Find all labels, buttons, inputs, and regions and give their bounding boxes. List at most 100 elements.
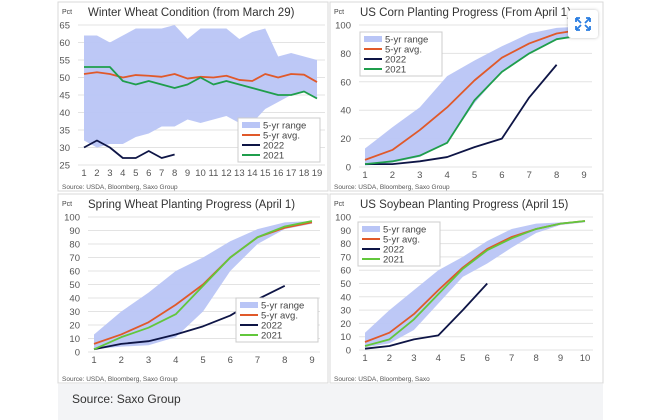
y-tick-label: 0 — [346, 163, 351, 174]
x-tick-label: 5 — [133, 168, 138, 179]
chart-4: 0 10 20 30 40 50 60 70 80 90 100 1 2 3 4 5 6 7 8 9 10 Pct US S… — [329, 193, 604, 384]
y-axis-label: Pct — [62, 201, 72, 208]
legend-label: 2022 — [385, 55, 406, 66]
x-tick-label: 4 — [436, 353, 441, 364]
legend-label: 2021 — [261, 331, 282, 342]
y-tick-label: 30 — [69, 307, 80, 318]
expand-button[interactable] — [568, 10, 598, 38]
x-tick-label: 16 — [273, 168, 284, 179]
x-tick-label: 10 — [195, 168, 206, 179]
x-tick-label: 1 — [81, 168, 86, 179]
y-tick-label: 40 — [340, 106, 351, 117]
x-tick-label: 12 — [221, 168, 232, 179]
figure-caption: Source: Saxo Group — [72, 392, 181, 406]
series-line-2021 — [364, 220, 586, 347]
y-tick-label: 35 — [59, 126, 70, 137]
chart-title: Winter Wheat Condition (from March 29) — [88, 7, 295, 19]
y-tick-label: 50 — [69, 280, 80, 291]
x-tick-label: 2 — [390, 170, 395, 181]
x-tick-label: 7 — [159, 168, 164, 179]
series-line-2021 — [93, 220, 313, 351]
y-axis-label: Pct — [62, 9, 72, 16]
y-tick-label: 30 — [340, 306, 351, 317]
x-tick-label: 18 — [299, 168, 310, 179]
x-tick-label: 5 — [460, 353, 465, 364]
y-tick-label: 70 — [340, 252, 351, 263]
x-tick-label: 9 — [309, 355, 314, 366]
x-tick-label: 1 — [91, 355, 96, 366]
legend-label: 5-yr avg. — [385, 45, 422, 56]
legend-label: 2021 — [263, 151, 284, 162]
x-tick-label: 3 — [417, 170, 422, 181]
legend-swatch-range — [240, 302, 258, 308]
x-tick-label: 6 — [485, 353, 490, 364]
legend-swatch-range — [362, 226, 380, 232]
x-tick-label: 4 — [173, 355, 178, 366]
y-tick-label: 40 — [69, 294, 80, 305]
y-tick-label: 55 — [59, 56, 70, 67]
x-tick-label: 7 — [527, 170, 532, 181]
y-tick-label: 60 — [69, 267, 80, 278]
y-tick-label: 60 — [340, 77, 351, 88]
x-tick-label: 9 — [185, 168, 190, 179]
y-tick-label: 0 — [75, 348, 80, 359]
x-tick-label: 17 — [286, 168, 297, 179]
x-tick-label: 2 — [119, 355, 124, 366]
legend-label: 2022 — [263, 141, 284, 152]
x-tick-label: 5 — [472, 170, 477, 181]
legend-label: 5-yr avg. — [383, 235, 420, 246]
legend-label: 2021 — [383, 255, 404, 266]
chart-source: Source: USDA, Bloomberg, Saxo Group — [334, 184, 450, 191]
x-tick-label: 7 — [255, 355, 260, 366]
x-tick-label: 3 — [146, 355, 151, 366]
legend-label: 5-yr range — [261, 301, 304, 312]
y-tick-label: 80 — [340, 239, 351, 250]
x-tick-label: 8 — [533, 353, 538, 364]
x-tick-label: 15 — [260, 168, 271, 179]
chart-3: 0 10 20 30 40 50 60 70 80 90 100 1 2 3 4 5 6 7 8 9 Pct Spring… — [57, 193, 329, 384]
x-tick-label: 6 — [228, 355, 233, 366]
series-line-2022 — [364, 282, 488, 350]
legend-label: 2022 — [261, 321, 282, 332]
y-tick-label: 100 — [335, 21, 351, 32]
y-tick-label: 25 — [59, 161, 70, 172]
x-tick-label: 8 — [172, 168, 177, 179]
expand-arrows-icon — [575, 17, 591, 31]
chart-source: Source: USDA, Bloomberg, Saxo — [334, 376, 430, 383]
y-tick-label: 20 — [340, 134, 351, 145]
legend-label: 2021 — [385, 65, 406, 76]
y-axis-label: Pct — [334, 201, 344, 208]
x-tick-label: 1 — [362, 170, 367, 181]
x-tick-label: 3 — [411, 353, 416, 364]
legend-label: 5-yr range — [385, 35, 428, 46]
x-tick-label: 1 — [362, 353, 367, 364]
y-tick-label: 65 — [59, 21, 70, 32]
y-tick-label: 10 — [340, 332, 351, 343]
y-tick-label: 45 — [59, 91, 70, 102]
series-line-2022 — [83, 139, 175, 159]
x-tick-label: 9 — [558, 353, 563, 364]
chart-title: US Corn Planting Progress (From April 1) — [360, 7, 571, 19]
y-tick-label: 50 — [340, 279, 351, 290]
y-tick-label: 70 — [69, 253, 80, 264]
legend-label: 5-yr avg. — [263, 131, 300, 142]
legend-label: 5-yr range — [383, 225, 426, 236]
x-tick-label: 7 — [509, 353, 514, 364]
y-tick-label: 60 — [340, 266, 351, 277]
legend-label: 5-yr avg. — [261, 311, 298, 322]
x-tick-label: 14 — [247, 168, 258, 179]
legend-swatch-range — [242, 122, 260, 128]
range-band — [365, 220, 585, 348]
y-tick-label: 90 — [340, 226, 351, 237]
x-tick-label: 19 — [312, 168, 323, 179]
range-band — [84, 25, 317, 148]
x-tick-label: 13 — [234, 168, 245, 179]
chart-title: Spring Wheat Planting Progress (April 1) — [88, 199, 295, 211]
chart-source: Source: USDA, Bloomberg, Saxo Group — [62, 376, 178, 383]
y-tick-label: 100 — [335, 213, 351, 224]
